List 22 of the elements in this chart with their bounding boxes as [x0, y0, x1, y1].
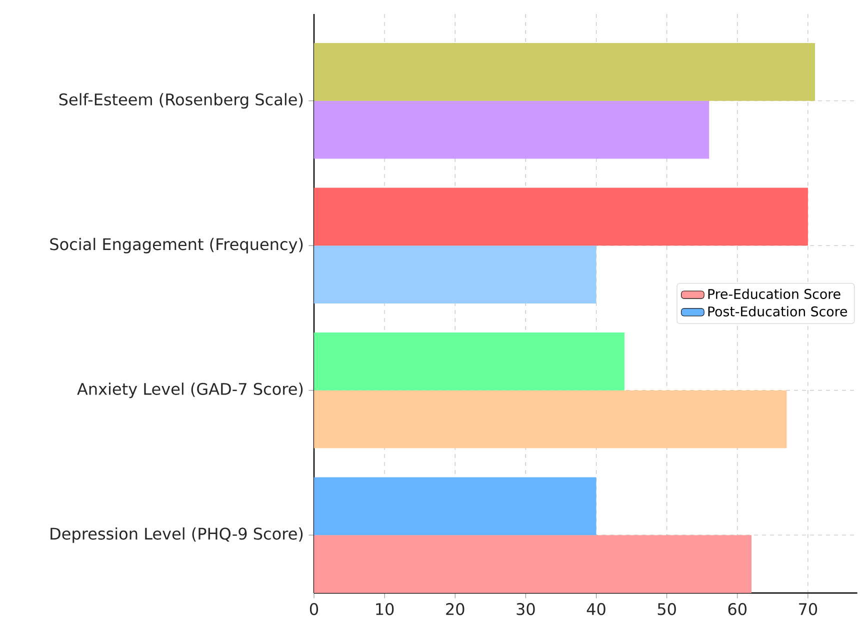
bar — [314, 100, 710, 159]
bar — [314, 390, 787, 448]
x-tick-label: 50 — [658, 603, 676, 616]
x-tick-label: 30 — [516, 603, 535, 616]
bar — [314, 477, 596, 536]
y-tick-label: Anxiety Level (GAD-7 Score) — [77, 382, 303, 398]
y-tick-label: Self-Esteem (Rosenberg Scale) — [59, 93, 303, 109]
bar — [314, 535, 752, 593]
bar — [314, 188, 808, 246]
x-tick-label: 10 — [376, 603, 394, 616]
bar — [314, 332, 624, 390]
y-tick-label: Depression Level (PHQ-9 Score) — [50, 527, 303, 543]
x-tick-label: 40 — [586, 603, 606, 616]
bar — [314, 246, 596, 304]
legend-label: Post-Education Score — [708, 306, 848, 316]
legend-label: Pre-Education Score — [708, 288, 840, 300]
x-tick-label: 60 — [728, 603, 746, 616]
bar — [314, 42, 815, 101]
y-tick-label: Social Engagement (Frequency) — [50, 238, 303, 254]
x-tick-label: 70 — [799, 603, 818, 616]
x-tick-label: 20 — [446, 603, 464, 616]
x-tick-label: 0 — [310, 603, 318, 616]
